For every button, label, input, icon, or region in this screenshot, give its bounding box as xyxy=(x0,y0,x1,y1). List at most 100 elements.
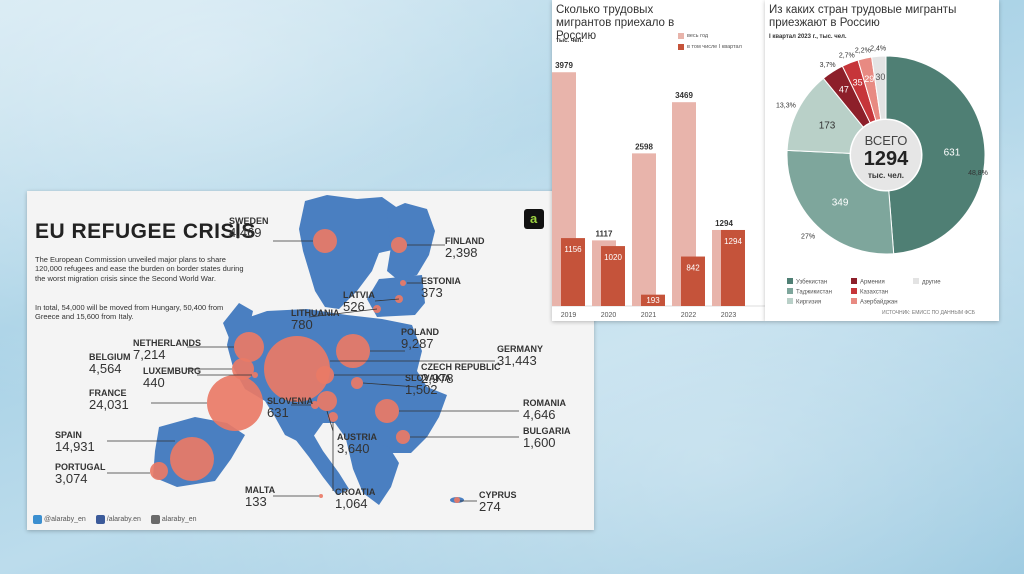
label-france: FRANCE 24,031 xyxy=(89,388,129,412)
bubble-romania xyxy=(375,399,399,423)
label-lithuania-value: 780 xyxy=(291,317,313,332)
label-croatia-name: CROATIA xyxy=(335,487,376,497)
label-latvia-value: 526 xyxy=(343,299,365,314)
map-land-balkans xyxy=(345,435,399,505)
label-latvia: LATVIA 526 xyxy=(343,291,375,314)
bubble-bulgaria xyxy=(396,430,410,444)
bar-legend-item-q1: в том числе I квартал xyxy=(678,44,742,50)
bubble-estonia xyxy=(400,280,406,286)
bar-q1-label-2020: 1020 xyxy=(604,253,622,262)
label-cyprus-name: CYPRUS xyxy=(479,490,517,500)
label-poland-name: POLAND xyxy=(401,327,439,337)
label-slovakia: SLOVAKIA 1,502 xyxy=(405,374,451,397)
bar-q1-label-2021: 193 xyxy=(646,296,660,305)
label-estonia-value: 373 xyxy=(421,285,443,300)
label-france-name: FRANCE xyxy=(89,388,127,398)
label-luxembourg: LUXEMBURG 440 xyxy=(143,367,201,390)
map-intro: The European Commission unveiled major p… xyxy=(35,255,244,283)
bubble-germany xyxy=(264,336,330,402)
label-slovenia-value: 631 xyxy=(267,405,289,420)
pie-source: ИСТОЧНИК: ЕМИСС ПО ДАННЫМ ФСБ xyxy=(882,310,976,316)
label-bulgaria-value: 1,600 xyxy=(523,435,556,450)
pie-legend-label-4: Казахстан xyxy=(860,290,888,296)
label-germany: GERMANY 31,443 xyxy=(497,344,544,368)
label-croatia-value: 1,064 xyxy=(335,496,368,511)
label-finland-name: FINLAND xyxy=(445,236,485,246)
label-croatia: CROATIA 1,064 xyxy=(335,487,376,511)
map-land-finland xyxy=(387,203,435,281)
facebook-link[interactable]: /alaraby.en xyxy=(95,515,141,524)
bar-legend-swatch-q1 xyxy=(678,44,684,50)
bubble-finland xyxy=(391,237,407,253)
bar-q1-2021 xyxy=(641,294,665,306)
bar-year-label-2022: 3469 xyxy=(675,91,693,100)
label-bulgaria-name: BULGARIA xyxy=(523,426,571,436)
facebook-icon xyxy=(95,515,105,524)
label-malta: MALTA 133 xyxy=(245,486,275,509)
bubble-slovenia xyxy=(311,401,319,409)
pie-legend-swatch-1 xyxy=(787,288,793,294)
bar-year-2021 xyxy=(632,153,656,306)
label-spain-name: SPAIN xyxy=(55,430,82,440)
label-portugal-value: 3,074 xyxy=(55,471,88,486)
pie-percent-label-1: 27% xyxy=(801,233,815,240)
pie-legend-label-6: другие xyxy=(922,280,941,286)
pie-legend-swatch-0 xyxy=(787,278,793,284)
label-romania: ROMANIA 4,646 xyxy=(523,399,566,422)
leader-slovakia xyxy=(362,382,418,388)
bar-x-tick-2020: 2020 xyxy=(601,312,617,319)
eu-refugee-map-panel: EU REFUGEE CRISIS The European Commissio… xyxy=(27,191,594,530)
bar-q1-label-2022: 842 xyxy=(686,264,700,273)
facebook-handle: /alaraby.en xyxy=(106,516,141,523)
pie-legend-swatch-3 xyxy=(851,278,857,284)
bubble-luxembourg xyxy=(252,372,258,378)
bar-q1-2019 xyxy=(561,238,585,306)
bar-x-tick-2023: 2023 xyxy=(721,312,737,319)
label-austria-value: 3,640 xyxy=(337,441,370,456)
label-portugal: PORTUGAL 3,074 xyxy=(55,463,106,486)
label-germany-name: GERMANY xyxy=(497,344,544,354)
pie-value-label-5: 29 xyxy=(864,74,874,84)
bar-chart-svg: 3979 1156 2019 1117 1020 2020 2598 193 2021 3469 8… xyxy=(552,61,765,319)
pie-slice-0 xyxy=(885,55,986,255)
europe-map-svg xyxy=(107,195,519,505)
map-land-baltics xyxy=(367,275,425,317)
label-slovenia-name: SLOVENIA xyxy=(267,396,314,406)
bar-chart-title: Сколько трудовых мигрантов приехало в Ро… xyxy=(556,4,675,43)
bar-legend-label-year: весь год xyxy=(687,33,709,39)
bar-legend: весь год в том числе I квартал xyxy=(678,33,742,50)
label-poland: POLAND 9,287 xyxy=(401,327,439,351)
pie-percent-label-2: 13,3% xyxy=(776,103,796,110)
pie-legend-swatch-5 xyxy=(851,298,857,304)
pie-legend-swatch-4 xyxy=(851,288,857,294)
pie-value-label-2: 173 xyxy=(819,120,836,131)
label-belgium-name: BELGIUM xyxy=(89,352,131,362)
bubble-malta xyxy=(319,494,323,498)
pie-legend-label-5: Азербайджан xyxy=(860,299,898,306)
pie-value-label-1: 349 xyxy=(832,197,849,208)
bar-x-tick-2019: 2019 xyxy=(561,312,577,319)
label-czech-value: 2,978 xyxy=(421,371,454,386)
twitter-link[interactable]: @alaraby_en xyxy=(33,515,86,524)
leader-austria xyxy=(326,410,334,432)
instagram-link[interactable]: alaraby_en xyxy=(150,515,197,524)
pie-center-disc xyxy=(851,120,921,190)
label-cyprus-value: 274 xyxy=(479,499,501,514)
pie-slice-6 xyxy=(871,55,887,120)
bar-year-label-2023: 1294 xyxy=(715,219,733,228)
pie-percent-label-3: 3,7% xyxy=(820,62,836,69)
bubble-poland xyxy=(336,334,370,368)
bar-x-tick-2022: 2022 xyxy=(681,312,697,319)
bar-chart-panel: Сколько трудовых мигрантов приехало в Ро… xyxy=(552,0,765,321)
pie-legend-label-2: Киргизия xyxy=(796,300,821,306)
label-cyprus: CYPRUS 274 xyxy=(479,490,517,514)
label-czech: CZECH REPUBLIC 2,978 xyxy=(421,363,501,386)
bar-x-tick-2021: 2021 xyxy=(641,312,657,319)
twitter-icon xyxy=(33,515,42,524)
label-luxembourg-value: 440 xyxy=(143,375,165,390)
map-land-italy xyxy=(289,417,349,495)
bubble-portugal xyxy=(150,462,168,480)
pie-chart-title: Из каких стран трудовые мигранты приезжа… xyxy=(769,4,957,30)
bar-year-label-2020: 1117 xyxy=(596,229,613,238)
label-slovakia-value: 1,502 xyxy=(405,382,438,397)
